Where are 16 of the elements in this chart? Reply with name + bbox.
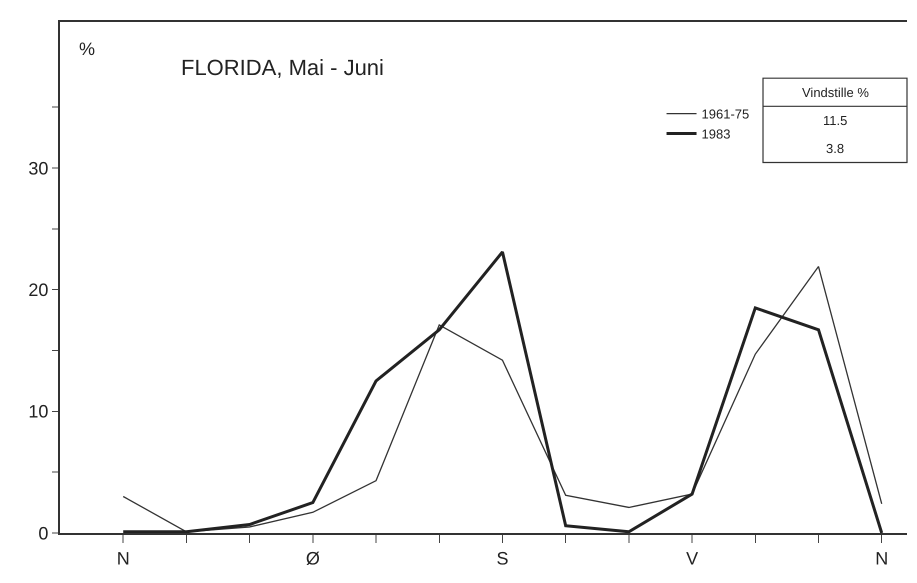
legend-label: 1983 — [702, 126, 730, 142]
y-tick-label: 20 — [28, 280, 48, 300]
legend-label: 1961-75 — [702, 106, 750, 122]
x-tick-label: S — [496, 548, 508, 569]
y-tick-label: 0 — [38, 523, 48, 544]
y-tick-label: 10 — [28, 402, 48, 422]
text: FLORIDA, Mai - Juni — [181, 55, 384, 80]
x-tick-label: N — [875, 548, 888, 569]
x-tick-label: Ø — [306, 548, 320, 569]
annotation: 11.5 — [823, 113, 848, 128]
y-axis-title: % — [79, 39, 96, 59]
annotation: 3.8 — [826, 141, 844, 156]
annotation: Vindstille % — [802, 85, 870, 100]
x-tick-label: N — [116, 548, 130, 569]
y-tick-label: 30 — [28, 158, 48, 178]
x-tick-label: V — [686, 548, 698, 569]
